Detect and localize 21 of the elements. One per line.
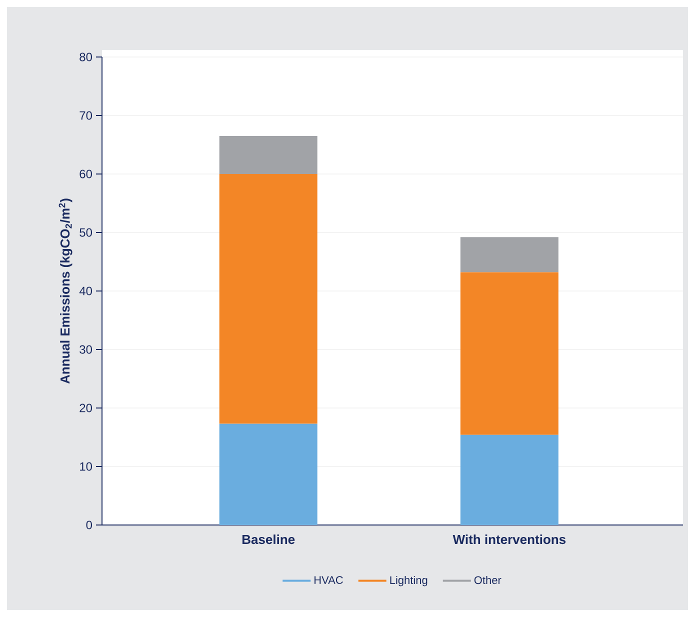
y-tick-label: 10: [80, 462, 92, 471]
bar: [219, 174, 318, 424]
bar: [219, 136, 318, 174]
y-tick-label: 0: [86, 520, 92, 530]
x-tick-label: With interventions: [452, 534, 566, 544]
legend-label: HVAC: [314, 576, 343, 584]
legend-label: Other: [474, 576, 502, 584]
y-tick-label: 60: [80, 170, 92, 178]
y-tick-label: 70: [80, 111, 92, 120]
x-tick-label: Baseline: [242, 534, 295, 544]
bar: [219, 424, 318, 525]
legend-label: Lighting: [390, 576, 428, 586]
y-tick-label: 30: [80, 345, 92, 354]
bar: [460, 272, 558, 435]
y-axis-title: Annual Emissions (kgCO$_{2}$/m$^{2}$): [58, 198, 72, 384]
y-tick-label: 50: [80, 228, 92, 237]
bar: [460, 434, 558, 525]
y-tick-label: 40: [79, 286, 92, 296]
y-tick-label: 80: [80, 52, 92, 62]
bar: [460, 237, 558, 272]
y-tick-label: 20: [80, 404, 92, 412]
